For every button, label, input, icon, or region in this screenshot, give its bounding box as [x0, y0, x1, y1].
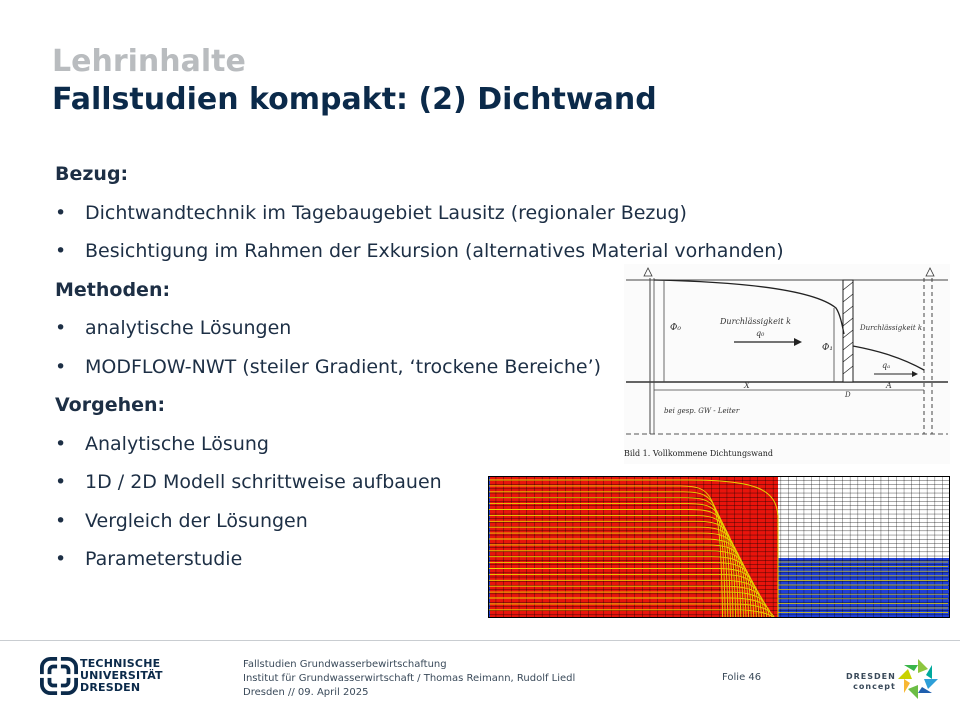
phi1-label: Φ₁: [822, 343, 833, 353]
footer-info: Fallstudien Grundwasserbewirtschaftung I…: [243, 658, 575, 700]
bullet: •: [55, 201, 67, 224]
contour-line: [488, 579, 765, 618]
tu-dresden-wordmark: TECHNISCHE UNIVERSITÄT DRESDEN: [80, 658, 163, 694]
list-item: • Besichtigung im Rahmen der Exkursion (…: [55, 237, 855, 276]
bullet: •: [55, 355, 67, 378]
tu-dresden-logo-icon: [40, 657, 78, 695]
flow-arrowhead-left: [794, 338, 802, 346]
list-item: • Dichtwandtechnik im Tagebaugebiet Laus…: [55, 199, 855, 238]
section-heading-vorgehen: Vorgehen:: [55, 394, 166, 416]
section-kicker: Lehrinhalte: [52, 44, 246, 79]
wordmark-line: DRESDEN: [80, 681, 141, 694]
bullet: •: [55, 548, 67, 570]
list-item-text: Parameterstudie: [85, 548, 243, 570]
bullet: •: [55, 471, 67, 493]
contour-line: [488, 597, 773, 618]
k-left-label: Durchlässigkeit k: [719, 317, 791, 326]
slide-body: Bezug: • Dichtwandtechnik im Tagebaugebi…: [55, 160, 855, 584]
list-item: • Parameterstudie: [55, 545, 855, 584]
grid-border: [488, 476, 950, 618]
contour-line: [488, 609, 778, 618]
dresden-concept-logo-icon: [898, 659, 938, 699]
flow-arrowhead-right: [912, 371, 918, 377]
bullet: •: [55, 317, 67, 339]
list-item-text: 1D / 2D Modell schrittweise aufbauen: [85, 471, 442, 493]
section-heading-bezug: Bezug:: [55, 163, 129, 185]
contour-line: [488, 514, 737, 618]
slide-title: Fallstudien kompakt: (2) Dichtwand: [52, 82, 657, 117]
contour-line: [488, 538, 747, 618]
contour-line: [488, 503, 731, 618]
contour-line: [488, 568, 760, 618]
d-label: D: [844, 391, 851, 399]
figure-background: [624, 264, 950, 464]
wall-hatching: [842, 281, 854, 375]
contour-line: [488, 520, 739, 618]
list-item: • 1D / 2D Modell schrittweise aufbauen: [55, 468, 855, 507]
modflow-model-grid: [488, 476, 950, 618]
list-item-text: Dichtwandtechnik im Tagebaugebiet Lausit…: [85, 201, 687, 224]
list-item: • MODFLOW-NWT (steiler Gradient, ‘trocke…: [55, 353, 855, 392]
q0-label: q₀: [756, 329, 765, 338]
section-heading-methoden: Methoden:: [55, 278, 171, 301]
k-right-label: Durchlässigkeit k: [859, 324, 922, 332]
wordmark-line: UNIVERSITÄT: [80, 669, 163, 682]
list-item-text: analytische Lösungen: [85, 317, 292, 339]
a-label: A: [885, 381, 892, 390]
figure-caption: Bild 1. Vollkommene Dichtungswand: [624, 449, 773, 458]
contour-line: [488, 585, 768, 618]
contour-line: [488, 556, 755, 618]
bullet: •: [55, 432, 67, 455]
list-item-text: Analytische Lösung: [85, 432, 269, 455]
water-table-upstream: [653, 279, 845, 335]
footer-divider: [0, 640, 960, 641]
contour-line: [488, 591, 770, 618]
bullet: •: [55, 509, 67, 532]
list-item-text: Vergleich der Lösungen: [85, 509, 308, 532]
qa-label: qₐ: [882, 361, 890, 370]
water-level-marker-right: [925, 267, 935, 277]
wordmark-line: TECHNISCHE: [80, 657, 161, 670]
gw-leiter-label: bei gesp. GW - Leiter: [664, 407, 740, 415]
list-item: • Vergleich der Lösungen: [55, 507, 855, 546]
contour-lines-fan: [488, 485, 778, 618]
list-item-text: Besichtigung im Rahmen der Exkursion (al…: [85, 240, 784, 262]
list-item-text: MODFLOW-NWT (steiler Gradient, ‘trockene…: [85, 355, 602, 378]
place-date: Dresden // 09. April 2025: [243, 687, 369, 698]
list-item: • analytische Lösungen: [55, 314, 855, 353]
water-table-downstream: [852, 345, 925, 371]
partner-line: DRESDEN: [846, 672, 896, 681]
dresden-concept-wordmark: DRESDEN concept: [846, 672, 896, 692]
list-item: • Analytische Lösung: [55, 430, 855, 469]
contour-line: [488, 544, 750, 618]
flow-lines-right: [778, 561, 948, 613]
partner-line: concept: [853, 682, 896, 691]
contour-line: [488, 509, 734, 618]
slide-number: Folie 46: [722, 672, 762, 683]
water-level-marker: [643, 267, 653, 277]
course-name: Fallstudien Grundwasserbewirtschaftung: [243, 659, 447, 670]
bullet: •: [55, 240, 67, 262]
cutoff-wall-schematic: Φ₀ Φ₁ Durchlässigkeit k Durchlässigkeit …: [624, 264, 950, 464]
contour-line: [488, 526, 742, 618]
institute-authors: Institut für Grundwasserwirtschaft / Tho…: [243, 673, 576, 684]
contour-lines: [488, 479, 779, 618]
x-label: X: [743, 381, 750, 390]
phi0-label: Φ₀: [670, 323, 681, 333]
contour-line: [488, 562, 757, 618]
